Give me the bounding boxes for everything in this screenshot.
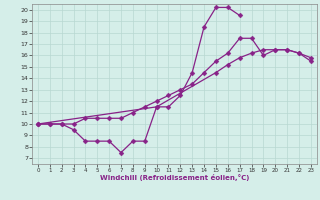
X-axis label: Windchill (Refroidissement éolien,°C): Windchill (Refroidissement éolien,°C) bbox=[100, 174, 249, 181]
